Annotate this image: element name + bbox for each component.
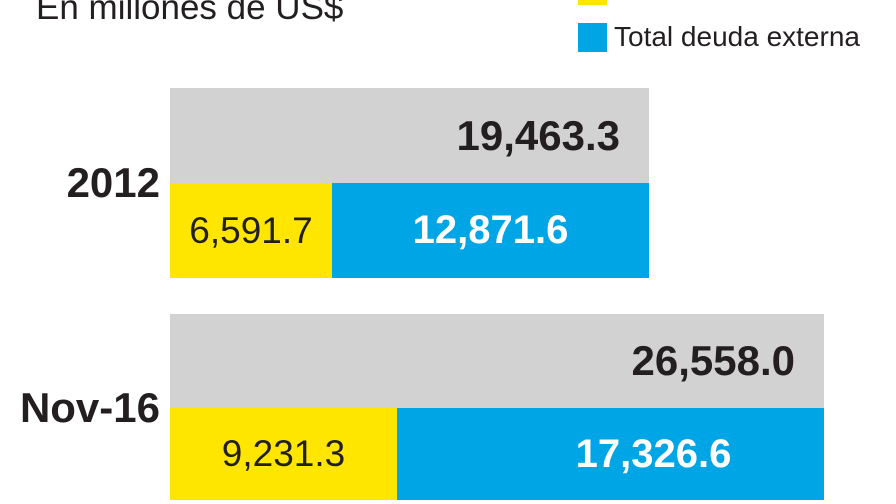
legend-label-externa: Total deuda externa bbox=[614, 21, 860, 52]
category-label-nov16: Nov-16 bbox=[19, 384, 160, 431]
category-label-2012: 2012 bbox=[66, 159, 160, 206]
legend-swatch-externa-icon bbox=[578, 22, 607, 52]
bar-segment-interna-nov16: 9,231.3 bbox=[170, 408, 397, 500]
value-externa-nov16: 17,326.6 bbox=[575, 431, 732, 476]
chart-title: En millones de US$ bbox=[36, 0, 344, 27]
value-externa-2012: 12,871.6 bbox=[412, 208, 569, 252]
bar-segment-externa-nov16: 17,326.6 bbox=[397, 408, 824, 500]
legend-item-externa: Total deuda externa bbox=[578, 21, 860, 53]
bar-segment-interna-2012: 6,591.7 bbox=[170, 183, 332, 278]
total-value-2012: 19,463.3 bbox=[456, 111, 621, 159]
stacked-bar-2012: 6,591.7 12,871.6 bbox=[170, 183, 649, 278]
total-bar-2012: 19,463.3 bbox=[170, 88, 649, 183]
legend-item-interna: Total deuda interna bbox=[578, 0, 852, 6]
bar-segment-externa-2012: 12,871.6 bbox=[332, 183, 649, 278]
stacked-bar-nov16: 9,231.3 17,326.6 bbox=[170, 408, 824, 500]
value-interna-nov16: 9,231.3 bbox=[221, 433, 346, 474]
total-bar-nov16: 26,558.0 bbox=[170, 314, 824, 408]
value-interna-2012: 6,591.7 bbox=[189, 209, 313, 251]
legend-label-interna: Total deuda interna bbox=[614, 0, 852, 6]
legend-swatch-interna-icon bbox=[578, 0, 607, 5]
total-value-nov16: 26,558.0 bbox=[631, 337, 796, 384]
